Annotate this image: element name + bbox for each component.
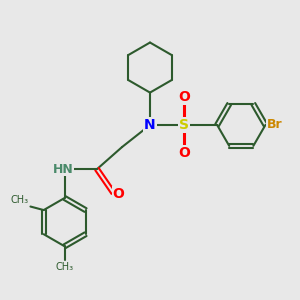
Text: O: O [178,146,190,160]
Text: CH₃: CH₃ [56,262,74,272]
Text: Br: Br [266,118,282,131]
Text: CH₃: CH₃ [11,195,29,206]
Text: O: O [178,90,190,104]
Text: O: O [112,187,124,201]
Text: S: S [179,118,189,132]
Text: N: N [144,118,156,132]
Text: HN: HN [53,163,74,176]
